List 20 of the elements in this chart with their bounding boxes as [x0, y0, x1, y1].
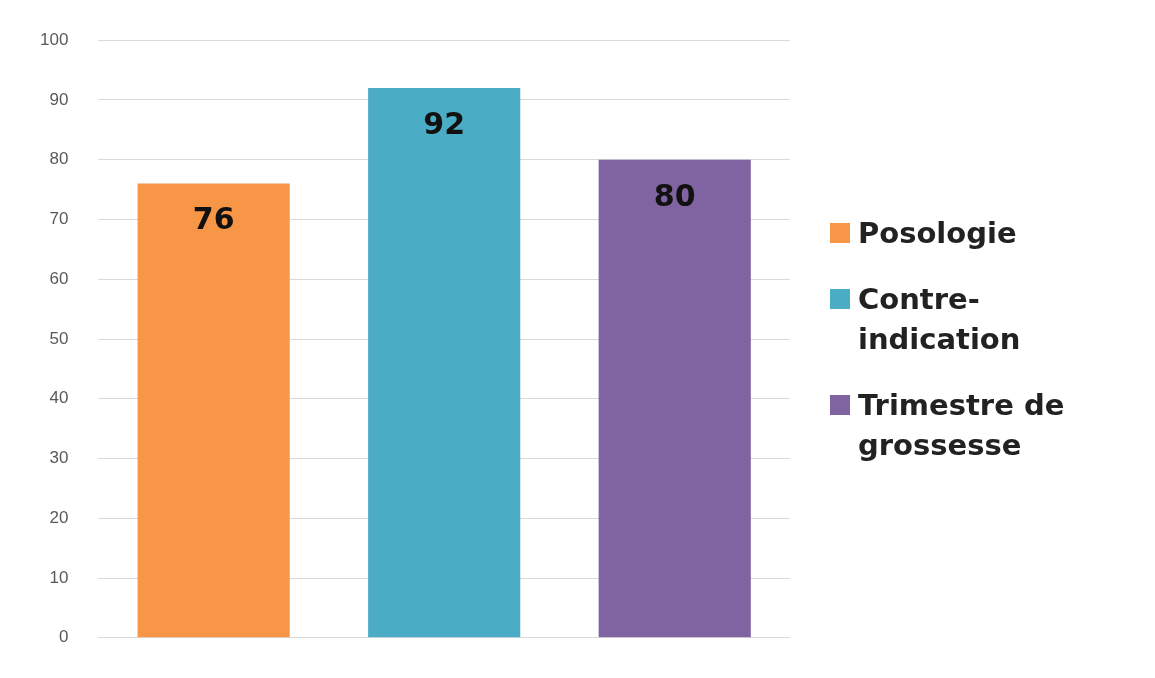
y-tick-label: 80 — [49, 149, 69, 169]
legend-label: Trimestre de grossesse — [858, 387, 1066, 464]
y-tick-label: 20 — [49, 507, 69, 527]
y-tick-label: 90 — [49, 89, 69, 109]
y-tick-label: 30 — [49, 448, 69, 468]
y-tick-label: 0 — [58, 627, 69, 647]
legend-label: Contre-indication — [858, 281, 1022, 358]
y-tick-label: 10 — [49, 567, 69, 587]
y-tick-label: 70 — [49, 209, 69, 229]
bar — [137, 183, 290, 638]
bar — [598, 159, 751, 638]
y-tick-label: 60 — [49, 268, 69, 288]
data-label: 92 — [423, 105, 466, 141]
bar — [368, 88, 521, 638]
y-tick-label: 100 — [39, 29, 69, 49]
data-label: 80 — [653, 177, 696, 213]
y-tick-label: 40 — [49, 388, 69, 408]
legend-label: Posologie — [858, 215, 1018, 252]
data-label: 76 — [192, 201, 235, 237]
y-tick-label: 50 — [49, 328, 69, 348]
